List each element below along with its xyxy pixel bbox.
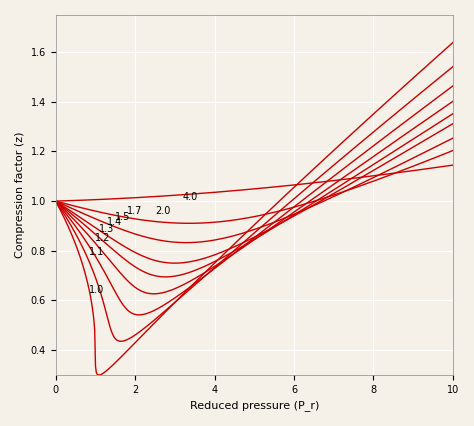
Text: 1.2: 1.2 [95, 233, 111, 243]
Text: 1.4: 1.4 [107, 217, 123, 227]
Y-axis label: Compression factor (z): Compression factor (z) [15, 132, 25, 258]
Text: 1.0: 1.0 [90, 285, 105, 295]
Text: 1.5: 1.5 [115, 212, 131, 222]
Text: 1.7: 1.7 [127, 206, 143, 216]
Text: 1.1: 1.1 [90, 248, 105, 257]
X-axis label: Reduced pressure (P_r): Reduced pressure (P_r) [190, 400, 319, 411]
Text: 2.0: 2.0 [155, 206, 170, 216]
Text: 1.3: 1.3 [100, 224, 115, 234]
Text: 4.0: 4.0 [183, 192, 198, 202]
